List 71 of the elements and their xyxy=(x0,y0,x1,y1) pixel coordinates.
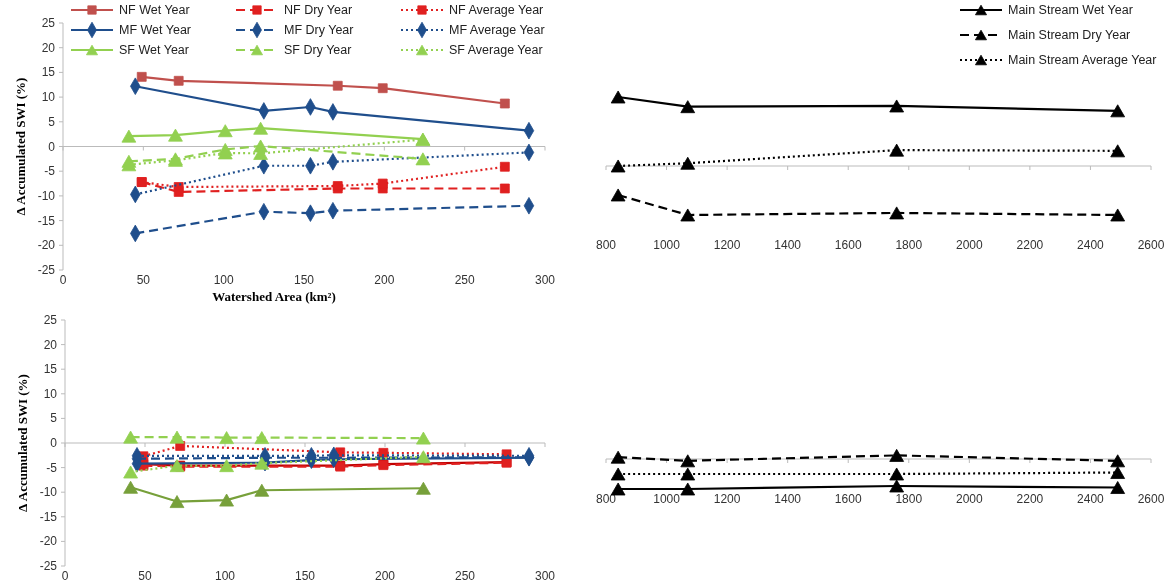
y-tick-label: -15 xyxy=(39,509,58,524)
x-tick-label: 800 xyxy=(595,492,617,506)
x-tick-label: 2200 xyxy=(1016,238,1044,252)
x-tick-label: 1200 xyxy=(713,492,741,506)
y-tick-label: -5 xyxy=(46,460,58,475)
legend-label: Main Stream Wet Year xyxy=(1008,3,1133,17)
x-tick-label: 200 xyxy=(374,273,395,287)
x-tick-label: 200 xyxy=(374,569,396,583)
y-tick-label: 20 xyxy=(43,337,58,352)
y-tick-label: 5 xyxy=(50,411,58,426)
legend-label: SF Wet Year xyxy=(119,43,189,57)
x-tick-label: 0 xyxy=(59,273,67,287)
y-tick-label: -10 xyxy=(37,188,56,203)
x-tick-label: 800 xyxy=(595,238,617,252)
legend-label: NF Average Year xyxy=(449,3,544,17)
x-tick-label: 300 xyxy=(534,569,556,583)
x-tick-label: 2200 xyxy=(1016,492,1044,506)
y-tick-label: 20 xyxy=(41,40,56,55)
y-tick-label: -15 xyxy=(37,213,56,228)
y-tick-label: 10 xyxy=(43,386,58,401)
x-tick-label: 300 xyxy=(534,273,556,287)
x-tick-label: 50 xyxy=(138,569,152,583)
x-tick-label: 1000 xyxy=(653,492,681,506)
x-tick-label: 100 xyxy=(213,273,234,287)
x-tick-label: 100 xyxy=(214,569,236,583)
x-tick-label: 50 xyxy=(136,273,151,287)
y-tick-label: 0 xyxy=(48,139,56,154)
y-tick-label: 10 xyxy=(41,90,56,105)
y-tick-label: -5 xyxy=(44,164,56,179)
legend-label: Main Stream Average Year xyxy=(1008,53,1157,67)
x-tick-label: 2600 xyxy=(1137,238,1165,252)
x-tick-label: 1200 xyxy=(713,238,741,252)
legend-label: MF Wet Year xyxy=(119,23,192,37)
y-tick-label: -25 xyxy=(39,559,58,573)
y-tick-label: 25 xyxy=(43,313,58,327)
x-tick-label: 0 xyxy=(61,569,69,583)
x-tick-label: 2000 xyxy=(955,238,983,252)
x-tick-label: 2400 xyxy=(1077,238,1105,252)
legend-label: SF Average Year xyxy=(449,43,543,57)
x-tick-label: 1400 xyxy=(774,238,802,252)
y-tick-label: -25 xyxy=(37,263,56,277)
x-tick-label: 250 xyxy=(454,569,476,583)
y-axis-title: Δ Accumulated SWI (%) xyxy=(13,77,28,216)
y-tick-label: -20 xyxy=(39,534,58,549)
y-tick-label: 15 xyxy=(41,65,56,80)
y-tick-label: 15 xyxy=(43,362,58,377)
x-tick-label: 1000 xyxy=(653,238,681,252)
y-tick-label: 25 xyxy=(41,16,56,30)
y-tick-label: 0 xyxy=(50,436,58,450)
x-tick-label: 150 xyxy=(293,273,315,287)
legend-label: NF Dry Year xyxy=(284,3,353,17)
legend-label: MF Dry Year xyxy=(284,23,354,37)
y-axis-title: Δ Accumulated SWI (%) xyxy=(15,374,30,512)
x-tick-label: 2600 xyxy=(1137,492,1165,506)
legend-label: MF Average Year xyxy=(449,23,545,37)
x-axis-title: Watershed Area (km²) xyxy=(212,289,336,304)
x-tick-label: 1800 xyxy=(895,238,923,252)
x-tick-label: 150 xyxy=(294,569,316,583)
y-tick-label: -10 xyxy=(39,485,58,500)
y-tick-label: -20 xyxy=(37,238,56,253)
x-tick-label: 1600 xyxy=(834,492,862,506)
y-tick-label: 5 xyxy=(48,114,56,129)
x-tick-label: 1800 xyxy=(895,492,923,506)
legend-label: SF Dry Year xyxy=(284,43,352,57)
legend-label: NF Wet Year xyxy=(119,3,190,17)
x-tick-label: 1400 xyxy=(774,492,802,506)
x-tick-label: 1600 xyxy=(834,238,862,252)
legend-label: Main Stream Dry Year xyxy=(1008,28,1131,42)
x-tick-label: 2400 xyxy=(1077,492,1105,506)
x-tick-label: 250 xyxy=(454,273,475,287)
x-tick-label: 2000 xyxy=(955,492,983,506)
